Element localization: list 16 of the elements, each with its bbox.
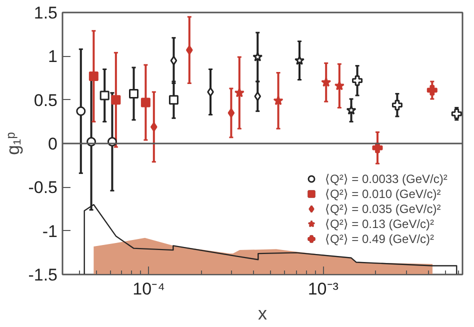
legend-label: ⟨Q²⟩ = 0.0033 (GeV/c)² bbox=[325, 171, 448, 186]
y-tick-label: -1.5 bbox=[28, 266, 58, 284]
x-axis-title: x bbox=[258, 304, 267, 324]
legend-label: ⟨Q²⟩ = 0.010 (GeV/c)² bbox=[325, 186, 441, 201]
legend-label: ⟨Q²⟩ = 0.035 (GeV/c)² bbox=[325, 201, 441, 216]
y-tick-label: 0 bbox=[48, 134, 58, 154]
legend-label: ⟨Q²⟩ = 0.49 (GeV/c)² bbox=[325, 231, 434, 246]
legend-label: ⟨Q²⟩ = 0.13 (GeV/c)² bbox=[325, 216, 434, 231]
y-axis-title: g₁ᵖ bbox=[3, 132, 24, 155]
y-tick-label: -1 bbox=[42, 222, 58, 241]
x-tick-label: 10⁻⁴ bbox=[132, 280, 165, 298]
x-tick-label: 10⁻³ bbox=[308, 280, 339, 298]
y-tick-label: 1 bbox=[48, 47, 58, 66]
y-tick-label: 0.5 bbox=[34, 90, 58, 110]
y-tick-label: 1.5 bbox=[34, 4, 58, 22]
y-tick-label: -0.5 bbox=[28, 178, 58, 198]
